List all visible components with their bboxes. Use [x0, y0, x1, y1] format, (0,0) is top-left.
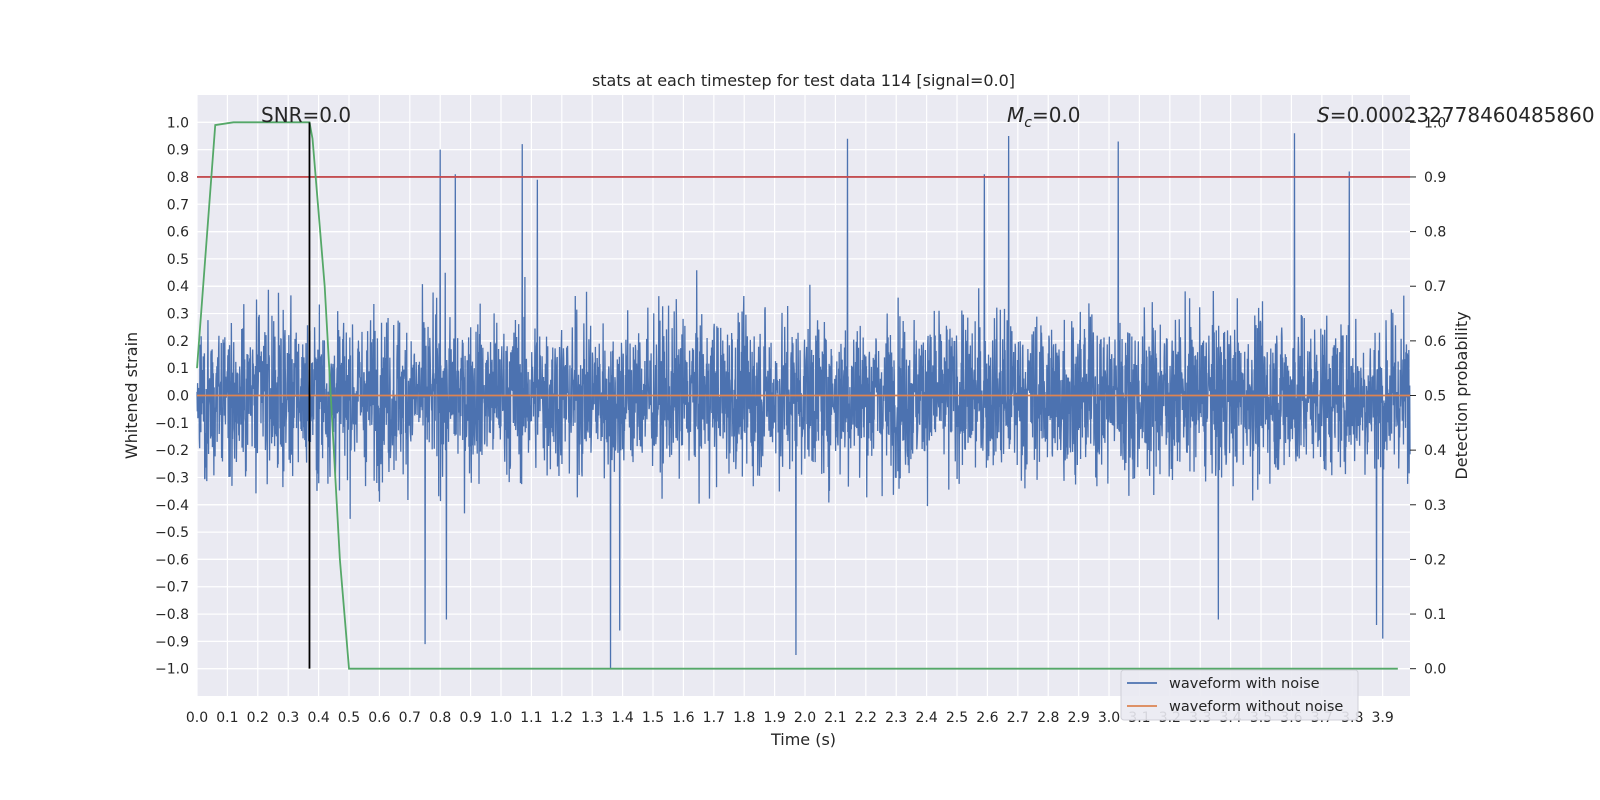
y-tick-label: 1.0	[167, 115, 189, 131]
mc-subscript: c	[1024, 115, 1032, 131]
other-series	[196, 121, 1410, 670]
x-tick-label: 0.3	[277, 710, 299, 726]
y2-tick-label: 0.0	[1424, 662, 1446, 678]
y-tick-label: 0.9	[167, 143, 189, 159]
x-tick-label: 2.0	[794, 710, 816, 726]
s-annotation: S=0.000232778460485860	[1317, 103, 1595, 127]
legend-label-noise: waveform with noise	[1169, 676, 1320, 692]
s-value: =0.000232778460485860	[1330, 103, 1595, 127]
x-tick-label: 0.0	[186, 710, 208, 726]
y-tick-label: 0.5	[167, 252, 189, 268]
legend-label-clean: waveform without noise	[1169, 699, 1343, 715]
x-tick-label: 0.7	[399, 710, 421, 726]
x-tick-label: 1.2	[551, 710, 573, 726]
y-tick-label: 0.7	[167, 197, 189, 213]
x-tick-label: 1.6	[672, 710, 694, 726]
y-tick-label: 0.3	[167, 307, 189, 323]
y-tick-label: −0.9	[155, 634, 189, 650]
x-tick-label: 2.3	[885, 710, 907, 726]
y2-tick-label: 0.6	[1424, 334, 1446, 350]
legend-box	[1120, 669, 1359, 721]
y2-axis-label: Detection probability	[1452, 311, 1471, 479]
y2-tick-label: 0.7	[1424, 279, 1446, 295]
y2-tick-label: 0.1	[1424, 607, 1446, 623]
y-tick-label: −0.6	[155, 552, 189, 568]
x-tick-label: 1.4	[611, 710, 633, 726]
y-tick-label: −0.2	[155, 443, 189, 459]
x-tick-label: 2.5	[946, 710, 968, 726]
x-tick-label: 2.7	[1007, 710, 1029, 726]
y2-tick-label: 0.5	[1424, 389, 1446, 405]
x-tick-label: 2.4	[915, 710, 937, 726]
x-axis-label: Time (s)	[770, 730, 836, 749]
x-tick-label: 1.0	[490, 710, 512, 726]
x-tick-label: 2.2	[855, 710, 877, 726]
x-tick-label: 1.9	[763, 710, 785, 726]
y-tick-label: 0.2	[167, 334, 189, 350]
x-tick-label: 1.5	[642, 710, 664, 726]
y-tick-label: −0.4	[155, 498, 189, 514]
y2-tick-label: 0.4	[1424, 443, 1446, 459]
y-tick-label: 0.0	[167, 389, 189, 405]
x-tick-label: 0.2	[247, 710, 269, 726]
x-tick-label: 1.7	[703, 710, 725, 726]
chart-title: stats at each timestep for test data 114…	[592, 71, 1015, 90]
y2-tick-label: 0.2	[1424, 552, 1446, 568]
x-tick-label: 0.5	[338, 710, 360, 726]
y-tick-label: 0.6	[167, 225, 189, 241]
series-detection-probability	[196, 121, 1398, 670]
y2-tick-label: 0.8	[1424, 225, 1446, 241]
chirp-mass-annotation: Mc=0.0	[1007, 103, 1081, 131]
mc-symbol: M	[1007, 103, 1024, 127]
x-tick-label: 0.8	[429, 710, 451, 726]
y-tick-label: 0.4	[167, 279, 189, 295]
y2-tick-label: 0.9	[1424, 170, 1446, 186]
y-tick-label: 0.8	[167, 170, 189, 186]
x-tick-label: 0.9	[459, 710, 481, 726]
x-tick-label: 0.6	[368, 710, 390, 726]
x-tick-label: 3.0	[1098, 710, 1120, 726]
x-tick-label: 0.1	[216, 710, 238, 726]
y-tick-label: −1.0	[155, 662, 189, 678]
y-tick-label: 0.1	[167, 361, 189, 377]
x-tick-label: 3.9	[1372, 710, 1394, 726]
y-tick-label: −0.3	[155, 470, 189, 486]
x-tick-label: 1.1	[520, 710, 542, 726]
x-tick-label: 2.9	[1067, 710, 1089, 726]
y2-tick-label: 1.0	[1424, 115, 1446, 131]
y2-tick-label: 0.3	[1424, 498, 1446, 514]
x-tick-label: 1.3	[581, 710, 603, 726]
x-tick-label: 1.8	[733, 710, 755, 726]
mc-value: =0.0	[1032, 103, 1081, 127]
x-tick-label: 2.8	[1037, 710, 1059, 726]
x-tick-label: 2.1	[824, 710, 846, 726]
legend: waveform with noise waveform without noi…	[1120, 669, 1359, 721]
y-tick-label: −0.7	[155, 580, 189, 596]
y-tick-label: −0.8	[155, 607, 189, 623]
s-symbol: S	[1317, 103, 1330, 127]
snr-annotation: SNR=0.0	[261, 103, 351, 127]
y-tick-label: −0.1	[155, 416, 189, 432]
x-tick-label: 0.4	[307, 710, 329, 726]
x-tick-label: 2.6	[976, 710, 998, 726]
y-tick-label: −0.5	[155, 525, 189, 541]
y-axis-label: Whitened strain	[122, 332, 141, 459]
